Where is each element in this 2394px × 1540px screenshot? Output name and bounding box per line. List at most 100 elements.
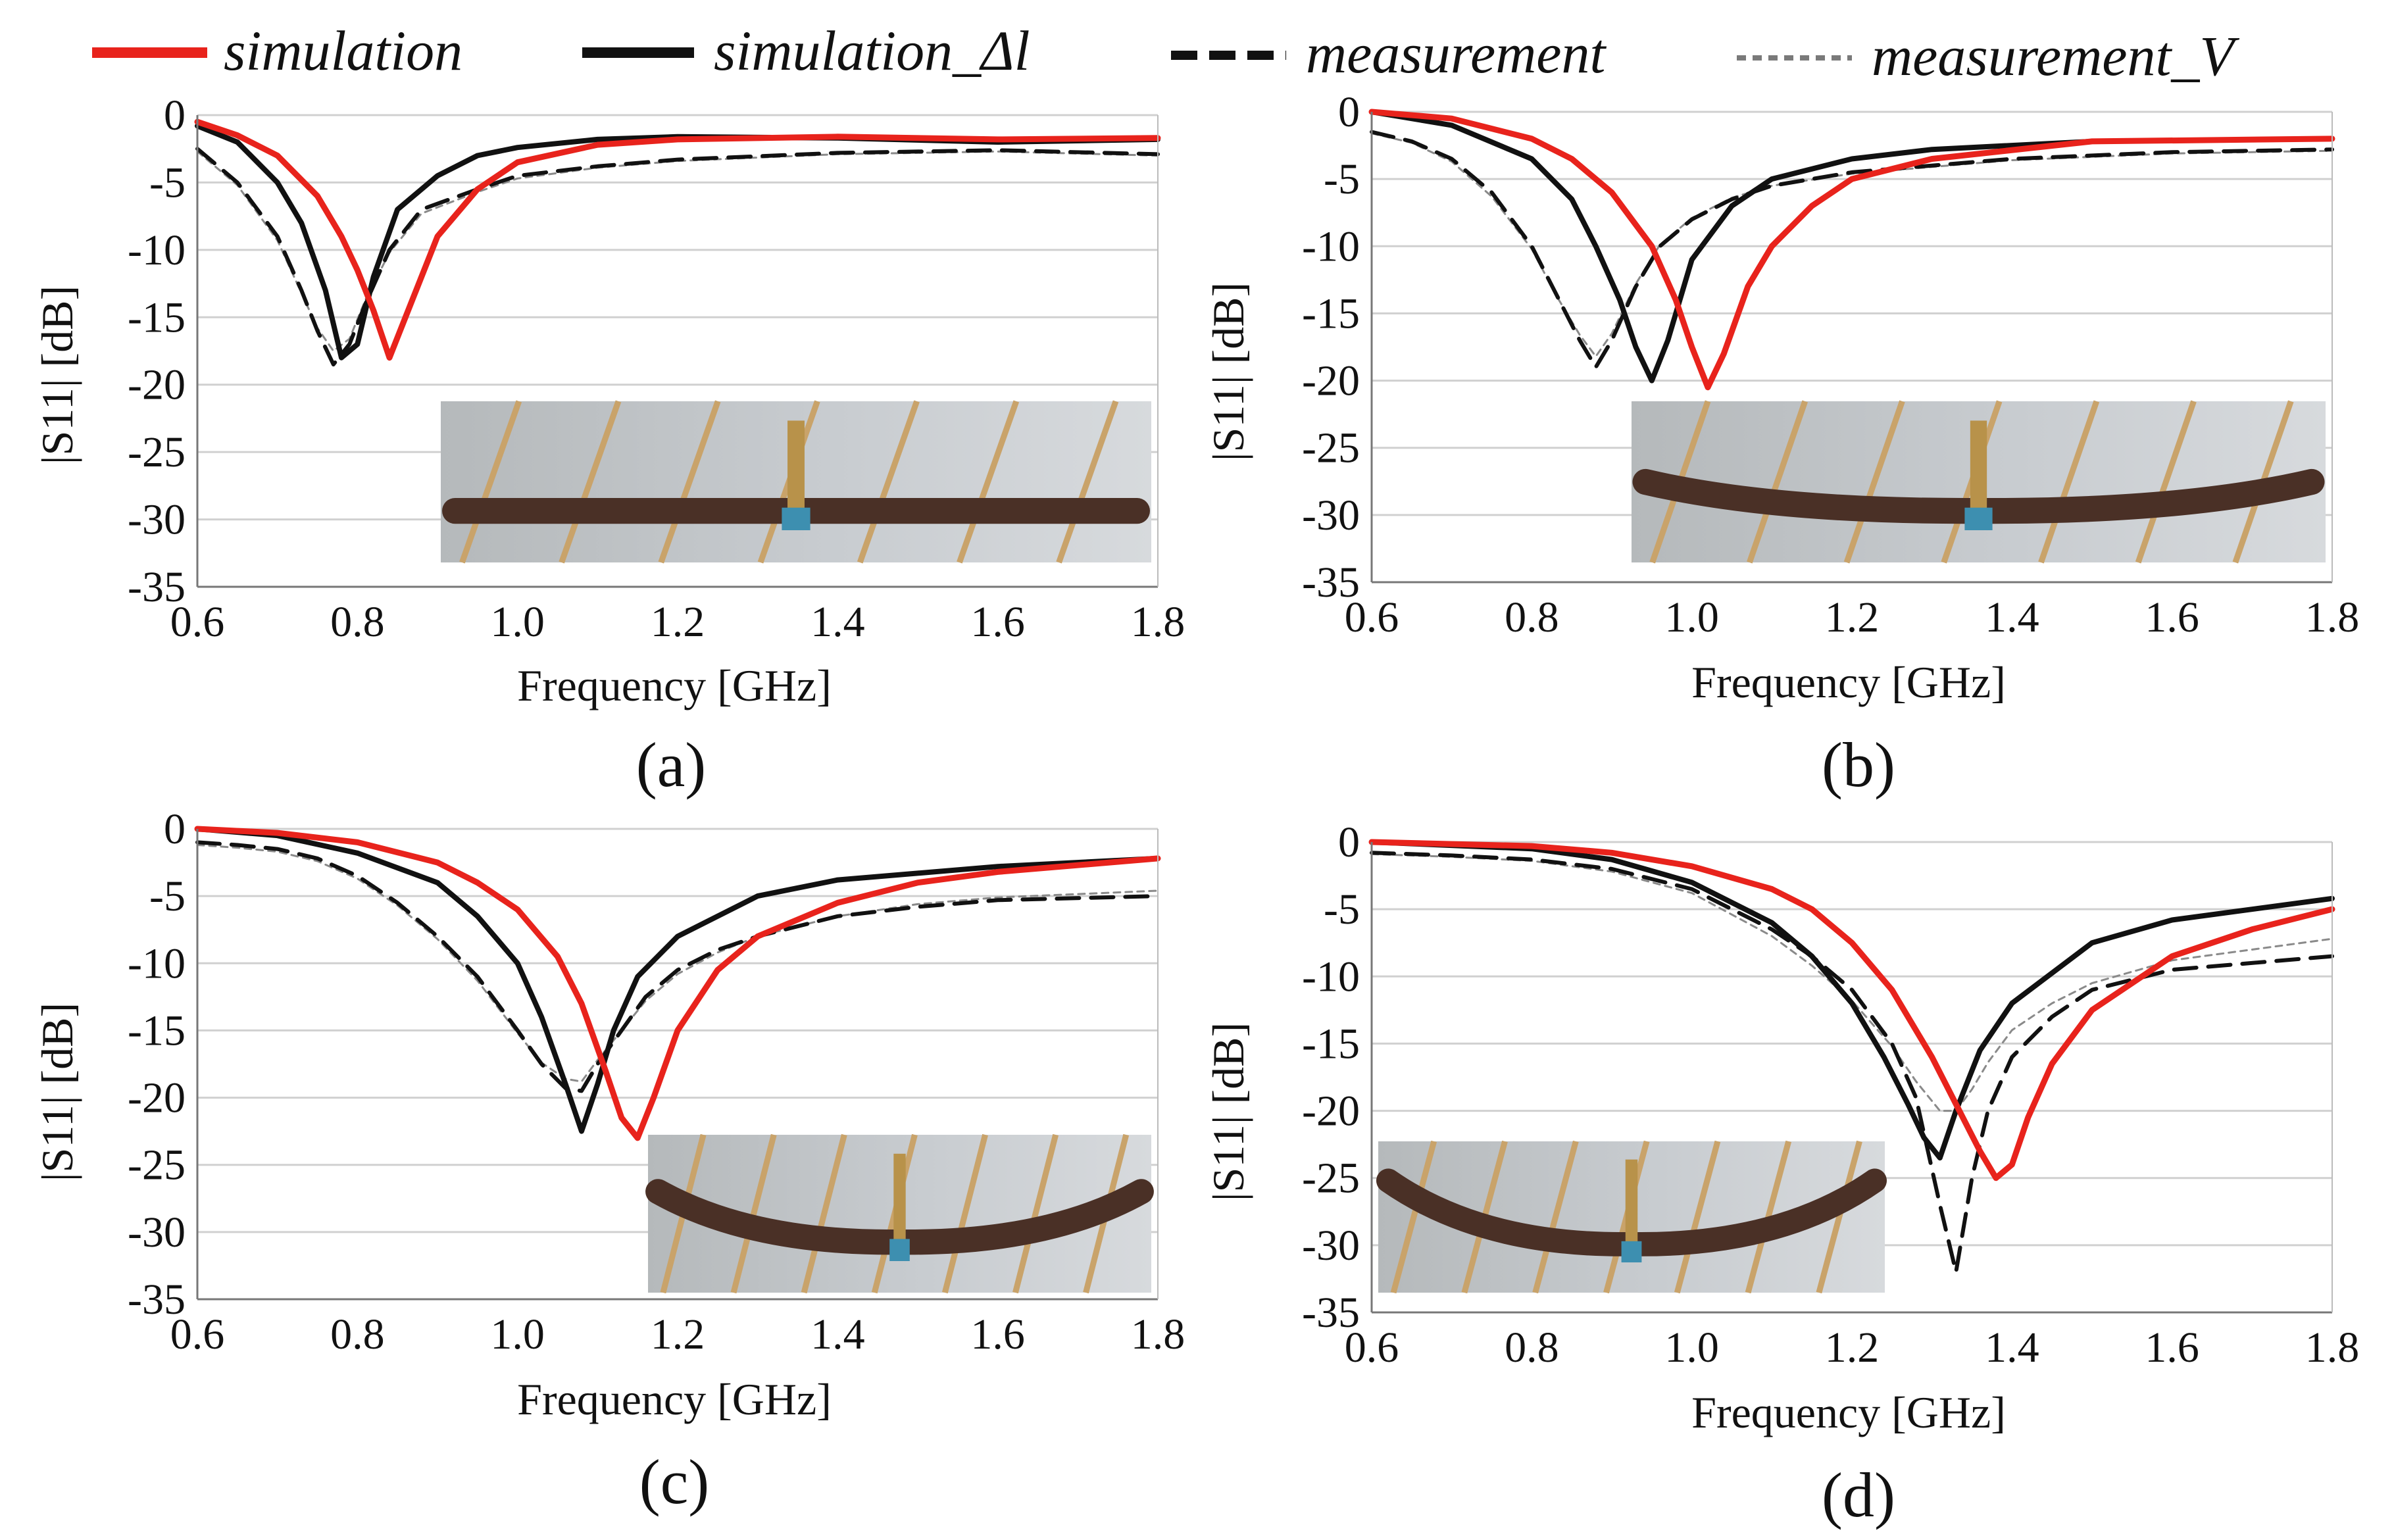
x-axis-title: Frequency [GHz] <box>1691 1387 2006 1437</box>
series-line-simulation <box>194 118 1161 361</box>
y-tick-label: -5 <box>1324 885 1360 933</box>
y-tick-label: -20 <box>128 361 186 409</box>
x-tick-label: 0.8 <box>330 1310 385 1358</box>
bamboo-stick <box>941 1133 988 1294</box>
x-tick-label: 1.6 <box>970 1310 1025 1358</box>
bamboo-stick <box>459 400 522 564</box>
x-tick-label: 1.4 <box>810 598 865 646</box>
legend-label-simulation-dl: simulation_Δl <box>714 19 1030 82</box>
y-axis-title: |S11| [dB] <box>32 286 82 464</box>
x-tick-label: 1.4 <box>1985 1324 2039 1372</box>
y-tick-label: -20 <box>128 1074 186 1122</box>
series-line-measurement-v <box>1370 853 2333 1112</box>
x-tick-label: 1.6 <box>2145 593 2199 641</box>
x-tick-label: 1.0 <box>490 1310 545 1358</box>
feed-connector <box>787 420 805 510</box>
y-tick-label: -15 <box>1302 289 1360 337</box>
legend-label-simulation: simulation <box>224 19 462 82</box>
panel-b: 0 -5 -10 -15 -20 -25 -30 -350.6 0.8 1.0 1.2 1.4 1.6 1… <box>1203 88 2359 800</box>
y-tick-label: -10 <box>128 226 186 274</box>
axes: 0 -5 -10 -15 -20 -25 -30 -350.6 0.8 1.0 1.2 1.4 1.6 1… <box>1302 88 2359 641</box>
y-tick-label: -25 <box>128 1141 186 1189</box>
x-tick-label: 1.4 <box>1985 593 2039 641</box>
series-line-measurement <box>1370 851 2334 1274</box>
panel-d: 0 -5 -10 -15 -20 -25 -30 -350.6 0.8 1.0 1.2 1.4 1.6 1… <box>1203 818 2359 1530</box>
feed-base <box>889 1239 910 1261</box>
x-tick-label: 1.4 <box>810 1310 865 1358</box>
y-tick-label: -15 <box>128 1006 186 1055</box>
bamboo-stick <box>1816 1140 1862 1294</box>
y-tick-label: -30 <box>1302 491 1360 539</box>
series-line-measurement <box>195 840 1160 1093</box>
series-line-simulation-dl <box>195 826 1160 1134</box>
feed-base <box>1964 507 1993 530</box>
panel-a: 0 -5 -10 -15 -20 -25 -30 -350.6 0.8 1.0 1.2 1.4 1.6 1… <box>32 91 1185 800</box>
series-line-simulation <box>194 826 1161 1141</box>
series-line-simulation-dl <box>1369 109 2335 384</box>
bamboo-stick <box>801 1133 847 1294</box>
series-line-measurement <box>195 147 1160 366</box>
legend-item-simulation-dl: simulation_Δl <box>582 19 1030 82</box>
y-tick-label: -35 <box>128 1276 186 1324</box>
x-axis-title: Frequency [GHz] <box>1691 657 2006 707</box>
legend: simulation simulation_Δl measurement mea… <box>92 19 2239 87</box>
x-tick-label: 1.2 <box>651 1310 705 1358</box>
x-axis-title: Frequency [GHz] <box>517 1374 832 1424</box>
y-tick-label: -5 <box>1324 155 1360 203</box>
y-tick-label: -20 <box>1302 357 1360 405</box>
legend-label-measurement: measurement <box>1306 22 1607 85</box>
y-tick-label: -10 <box>1302 222 1360 270</box>
bamboo-stick <box>2135 400 2197 564</box>
antenna-photo-inset <box>645 1133 1154 1294</box>
y-tick-label: -25 <box>1302 1155 1360 1203</box>
y-tick-label: -5 <box>149 872 186 920</box>
bamboo-stick <box>730 1133 777 1294</box>
y-tick-label: -25 <box>128 428 186 476</box>
bamboo-stick <box>2038 400 2100 564</box>
x-tick-label: 1.0 <box>1664 593 1719 641</box>
series-group <box>1368 109 2335 391</box>
panel-label: (a) <box>636 730 707 800</box>
bamboo-stick <box>1674 1140 1721 1294</box>
x-tick-label: 0.6 <box>1345 1324 1399 1372</box>
y-tick-label: -30 <box>1302 1222 1360 1270</box>
x-tick-label: 0.8 <box>1505 593 1559 641</box>
legend-item-simulation: simulation <box>92 19 462 82</box>
x-tick-label: 0.6 <box>1345 593 1399 641</box>
series-group <box>194 826 1161 1141</box>
legend-item-measurement: measurement <box>1171 22 1607 85</box>
x-tick-label: 1.0 <box>1664 1324 1719 1372</box>
antenna-photo-inset <box>441 400 1151 564</box>
legend-label-measurement-v: measurement_V <box>1872 24 2239 87</box>
series-group <box>194 118 1161 366</box>
y-tick-label: -15 <box>1302 1020 1360 1068</box>
x-tick-label: 1.6 <box>970 598 1025 646</box>
series-line-measurement <box>1370 130 2334 370</box>
y-axis-title: |S11| [dB] <box>1203 282 1253 461</box>
y-tick-label: 0 <box>1338 88 1360 136</box>
bamboo-stick <box>857 400 920 564</box>
feed-base <box>782 507 810 530</box>
x-tick-label: 0.8 <box>330 598 385 646</box>
y-tick-label: -25 <box>1302 424 1360 472</box>
series-group <box>1368 839 2335 1274</box>
series-line-measurement-v <box>1370 132 2333 358</box>
y-tick-label: -35 <box>1302 559 1360 607</box>
x-tick-label: 0.6 <box>170 598 225 646</box>
antenna-photo-inset <box>1632 400 2326 564</box>
y-tick-label: -35 <box>128 563 186 611</box>
y-tick-label: -30 <box>128 1208 186 1256</box>
feed-connector <box>1625 1159 1638 1243</box>
bamboo-stick <box>1012 1133 1059 1294</box>
y-tick-label: -35 <box>1302 1289 1360 1337</box>
panel-label: (d) <box>1822 1460 1895 1530</box>
x-tick-label: 0.8 <box>1505 1324 1559 1372</box>
y-axis-title: |S11| [dB] <box>1203 1022 1253 1201</box>
x-tick-label: 1.2 <box>1825 593 1880 641</box>
bamboo-stick <box>559 400 622 564</box>
axes: 0 -5 -10 -15 -20 -25 -30 -350.6 0.8 1.0 1.2 1.4 1.6 1… <box>128 805 1185 1358</box>
x-tick-label: 1.6 <box>2145 1324 2199 1372</box>
y-tick-label: -5 <box>149 159 186 207</box>
x-tick-label: 0.6 <box>170 1310 225 1358</box>
